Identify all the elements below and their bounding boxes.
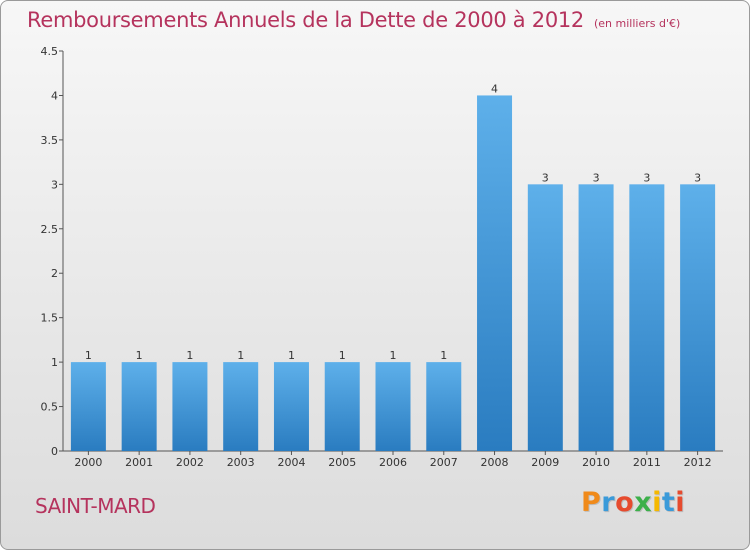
y-tick-label: 3.5	[41, 134, 59, 147]
data-label: 1	[339, 349, 346, 362]
data-label: 3	[694, 171, 701, 184]
x-tick-label: 2004	[277, 456, 305, 469]
proxiti-logo: Proxiti	[581, 487, 685, 518]
y-tick-label: 2	[51, 267, 58, 280]
x-tick-label: 2007	[430, 456, 458, 469]
y-tick-label: 4.5	[41, 45, 59, 58]
logo-letter: o	[615, 487, 635, 518]
title-text: Remboursements Annuels de la Dette de 20…	[27, 8, 584, 32]
bar	[680, 184, 716, 452]
bar	[172, 362, 208, 451]
data-label: 1	[390, 349, 397, 362]
y-tick-label: 1	[51, 356, 58, 369]
data-label: 3	[643, 171, 650, 184]
chart-title: Remboursements Annuels de la Dette de 20…	[27, 8, 680, 32]
x-tick-label: 2002	[176, 456, 204, 469]
logo-letter: r	[601, 487, 616, 518]
bar	[527, 184, 563, 452]
data-label: 1	[288, 349, 295, 362]
y-tick-label: 0.5	[41, 401, 59, 414]
logo-letter: i	[652, 487, 662, 518]
bar	[70, 362, 106, 451]
city-name: SAINT-MARD	[35, 494, 156, 518]
y-tick-label: 0	[51, 445, 58, 458]
x-tick-label: 2009	[531, 456, 559, 469]
bar	[578, 184, 614, 452]
bar	[121, 362, 157, 451]
data-label: 4	[491, 82, 498, 95]
logo-letter: t	[661, 487, 676, 518]
bar	[375, 362, 411, 451]
data-label: 1	[85, 349, 92, 362]
y-tick-label: 4	[51, 89, 58, 102]
data-label: 3	[593, 171, 600, 184]
x-tick-label: 2006	[379, 456, 407, 469]
x-tick-label: 2003	[227, 456, 255, 469]
data-label: 1	[136, 349, 143, 362]
logo-letter: x	[634, 487, 653, 518]
bar	[273, 362, 309, 451]
unit-text: (en milliers d'€)	[594, 17, 681, 30]
y-tick-label: 2.5	[41, 223, 59, 236]
bar	[629, 184, 665, 452]
data-label: 1	[186, 349, 193, 362]
x-tick-label: 2000	[74, 456, 102, 469]
x-tick-label: 2008	[481, 456, 509, 469]
data-label: 1	[440, 349, 447, 362]
logo-letter: i	[675, 487, 686, 518]
x-tick-label: 2010	[582, 456, 610, 469]
x-tick-label: 2012	[684, 456, 712, 469]
x-tick-label: 2001	[125, 456, 153, 469]
bar	[223, 362, 259, 451]
x-tick-label: 2011	[633, 456, 661, 469]
bar	[477, 95, 513, 451]
y-tick-label: 1.5	[41, 312, 59, 325]
x-tick-label: 2005	[328, 456, 356, 469]
bar	[426, 362, 462, 451]
data-label: 3	[542, 171, 549, 184]
labels: 0 0.5 1 1.5 2 2.5 3 3.5 4 4.5 2000 1 2001 1 2002 1 2003 1…	[41, 45, 712, 469]
bars	[70, 95, 716, 452]
y-tick-label: 3	[51, 178, 58, 191]
bar	[324, 362, 360, 451]
logo-letter: P	[581, 487, 602, 518]
data-label: 1	[237, 349, 244, 362]
